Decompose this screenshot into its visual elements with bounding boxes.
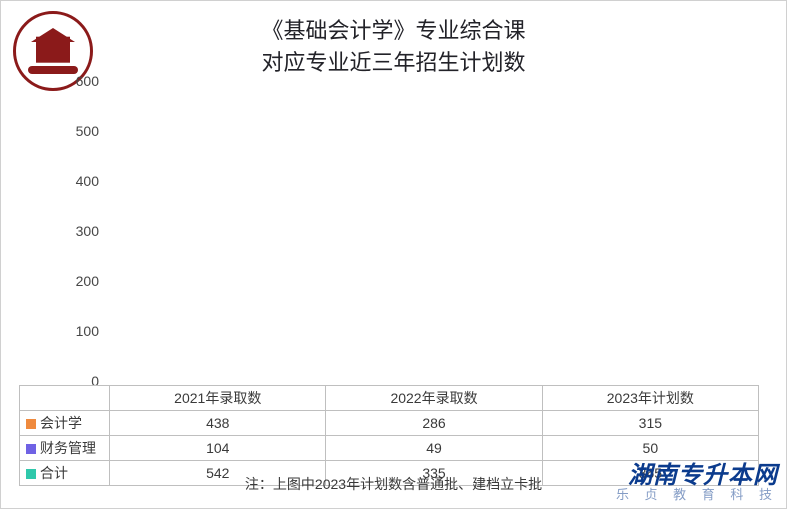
series-label: 会计学 xyxy=(40,415,82,431)
chart-title-line1: 《基础会计学》专业综合课 xyxy=(1,13,786,45)
table-cell: 50 xyxy=(542,436,758,461)
table-header-row: 2021年录取数 2022年录取数 2023年计划数 xyxy=(20,386,759,411)
table-row: 会计学 438 286 315 xyxy=(20,411,759,436)
ytick-label: 100 xyxy=(63,323,99,339)
ytick-label: 300 xyxy=(63,223,99,239)
table-row: 财务管理 104 49 50 xyxy=(20,436,759,461)
table-col-header: 2023年计划数 xyxy=(542,386,758,411)
ytick-label: 400 xyxy=(63,173,99,189)
ytick-label: 200 xyxy=(63,273,99,289)
ytick-label: 500 xyxy=(63,123,99,139)
table-cell: 438 xyxy=(110,411,326,436)
table-row-header: 财务管理 xyxy=(20,436,110,461)
series-label: 财务管理 xyxy=(40,440,96,456)
chart-plot-area: 0 100 200 300 400 500 600 xyxy=(103,81,753,381)
table-row-header: 会计学 xyxy=(20,411,110,436)
watermark-line1: 湖南专升本网 xyxy=(616,463,778,488)
watermark: 湖南专升本网 乐 贞 教 育 科 技 xyxy=(616,463,778,502)
legend-swatch-icon xyxy=(26,444,36,454)
chart-title: 《基础会计学》专业综合课 对应专业近三年招生计划数 xyxy=(1,13,786,77)
chart-title-line2: 对应专业近三年招生计划数 xyxy=(1,45,786,77)
legend-swatch-icon xyxy=(26,419,36,429)
table-corner-cell xyxy=(20,386,110,411)
table-cell: 315 xyxy=(542,411,758,436)
table-col-header: 2021年录取数 xyxy=(110,386,326,411)
table-cell: 286 xyxy=(326,411,542,436)
table-cell: 104 xyxy=(110,436,326,461)
watermark-line2: 乐 贞 教 育 科 技 xyxy=(616,488,778,502)
page-container: 《基础会计学》专业综合课 对应专业近三年招生计划数 0 100 200 300 … xyxy=(0,0,787,509)
table-cell: 49 xyxy=(326,436,542,461)
table-col-header: 2022年录取数 xyxy=(326,386,542,411)
ytick-label: 600 xyxy=(63,73,99,89)
